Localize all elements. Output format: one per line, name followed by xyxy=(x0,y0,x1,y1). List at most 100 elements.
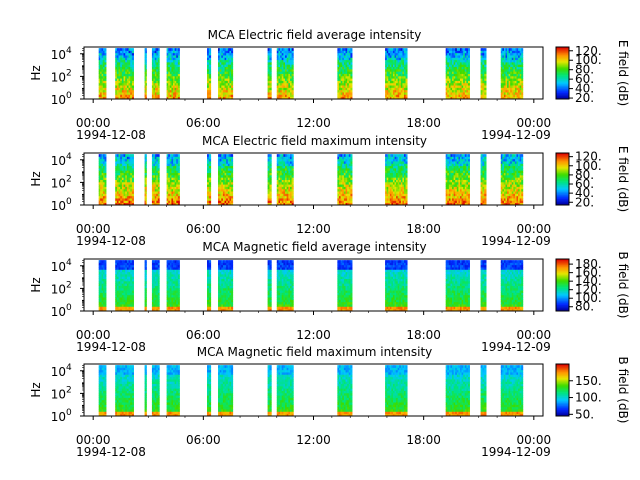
spectrogram-cell xyxy=(144,170,146,174)
spectrogram-cell xyxy=(510,96,513,100)
spectrogram-cell xyxy=(267,172,270,176)
spectrogram-cell xyxy=(458,158,461,162)
spectrogram-cell xyxy=(229,154,232,157)
spectrogram-cell xyxy=(280,172,283,176)
spectrogram-cell xyxy=(283,75,286,79)
spectrogram-cell xyxy=(386,184,389,187)
spectrogram-cell xyxy=(125,59,128,63)
spectrogram-cell xyxy=(452,161,455,164)
spectrogram-cell xyxy=(156,55,159,58)
spectrogram-cell xyxy=(276,64,279,68)
spectrogram-cell xyxy=(521,200,524,204)
spectrogram-cell xyxy=(447,158,450,162)
spectrogram-cell xyxy=(511,202,514,206)
spectrogram-cell xyxy=(171,172,174,176)
spectrogram-cell xyxy=(466,66,469,70)
spectrogram-cell xyxy=(450,68,453,72)
spectrogram-cell xyxy=(285,158,288,162)
spectrogram-cell xyxy=(516,82,519,86)
spectrogram-cell xyxy=(388,64,391,68)
spectrogram-cell xyxy=(176,85,179,88)
spectrogram-cell xyxy=(104,168,107,171)
spectrogram-cell xyxy=(173,87,176,91)
spectrogram-cell xyxy=(168,50,171,54)
spectrogram-cell xyxy=(480,202,483,206)
spectrogram-cell xyxy=(154,80,157,84)
spectrogram-cell xyxy=(502,195,505,199)
spectrogram-cell xyxy=(448,68,451,72)
spectrogram-cell xyxy=(350,184,353,187)
spectrogram-cell xyxy=(231,87,234,91)
spectrogram-cell xyxy=(101,172,104,176)
spectrogram-cell xyxy=(455,52,458,56)
spectrogram-cell xyxy=(221,202,224,206)
spectrogram-cell xyxy=(514,179,517,183)
spectrogram-cell xyxy=(104,191,107,194)
spectrogram-cell xyxy=(207,165,210,169)
spectrogram-cell xyxy=(467,172,470,176)
spectrogram-cell xyxy=(98,48,101,51)
spectrogram-cell xyxy=(402,193,405,197)
spectrogram-cell xyxy=(342,68,345,72)
spectrogram-cell xyxy=(166,191,169,194)
spectrogram-cell xyxy=(173,50,176,54)
spectrogram-cell xyxy=(521,55,524,58)
spectrogram-cell xyxy=(480,71,483,74)
spectrogram-cell xyxy=(101,57,104,61)
spectrogram-cell xyxy=(281,55,284,58)
spectrogram-cell xyxy=(104,66,107,70)
spectrogram-cell xyxy=(278,177,281,180)
spectrogram-cell xyxy=(484,78,487,81)
spectrogram-cell xyxy=(343,200,346,204)
spectrogram-cell xyxy=(400,154,403,157)
spectrogram-cell xyxy=(508,78,511,81)
spectrogram-cell xyxy=(130,161,133,164)
spectrogram-cell xyxy=(168,80,171,84)
spectrogram-cell xyxy=(340,186,343,190)
spectrogram-cell xyxy=(519,200,522,204)
spectrogram-cell xyxy=(115,92,118,95)
spectrogram-cell xyxy=(480,66,483,70)
spectrogram-cell xyxy=(288,48,291,51)
spectrogram-cell xyxy=(291,68,294,72)
spectrogram-cell xyxy=(226,73,229,77)
spectrogram-cell xyxy=(399,200,402,204)
spectrogram-cell xyxy=(339,195,342,199)
spectrogram-cell xyxy=(502,96,505,100)
spectrogram-cell xyxy=(467,195,470,199)
spectrogram-cell xyxy=(285,193,288,197)
spectrogram-cell xyxy=(460,163,462,167)
spectrogram-cell xyxy=(516,163,519,167)
spectrogram-cell xyxy=(145,170,147,174)
spectrogram-cell xyxy=(118,57,121,61)
spectrogram-cell xyxy=(343,188,346,192)
spectrogram-cell xyxy=(125,68,128,72)
spectrogram-cell xyxy=(508,184,511,187)
spectrogram-cell xyxy=(130,89,133,93)
spectrogram-cell xyxy=(388,193,391,197)
spectrogram-cell xyxy=(342,96,345,100)
spectrogram-cell xyxy=(144,92,146,95)
spectrogram-cell xyxy=(125,179,128,183)
spectrogram-cell xyxy=(157,66,160,70)
spectrogram-cell xyxy=(290,62,293,65)
spectrogram-cell xyxy=(505,75,508,79)
spectrogram-cell xyxy=(482,92,485,95)
spectrogram-cell xyxy=(226,89,229,93)
spectrogram-cell xyxy=(340,62,343,65)
spectrogram-cell xyxy=(169,174,172,178)
spectrogram-cell xyxy=(118,64,121,68)
spectrogram-cell xyxy=(508,202,511,206)
spectrogram-cell xyxy=(453,198,456,201)
spectrogram-cell xyxy=(400,48,403,51)
spectrogram-cell xyxy=(463,80,466,84)
spectrogram-cell xyxy=(151,92,154,95)
spectrogram-cell xyxy=(391,96,394,100)
spectrogram-cell xyxy=(337,200,340,204)
spectrogram-cell xyxy=(350,50,353,54)
spectrogram-cell xyxy=(342,73,345,77)
spectrogram-cell xyxy=(269,75,272,79)
spectrogram-cell xyxy=(218,177,221,180)
spectrogram-cell xyxy=(502,71,505,74)
spectrogram-cell xyxy=(290,172,293,176)
